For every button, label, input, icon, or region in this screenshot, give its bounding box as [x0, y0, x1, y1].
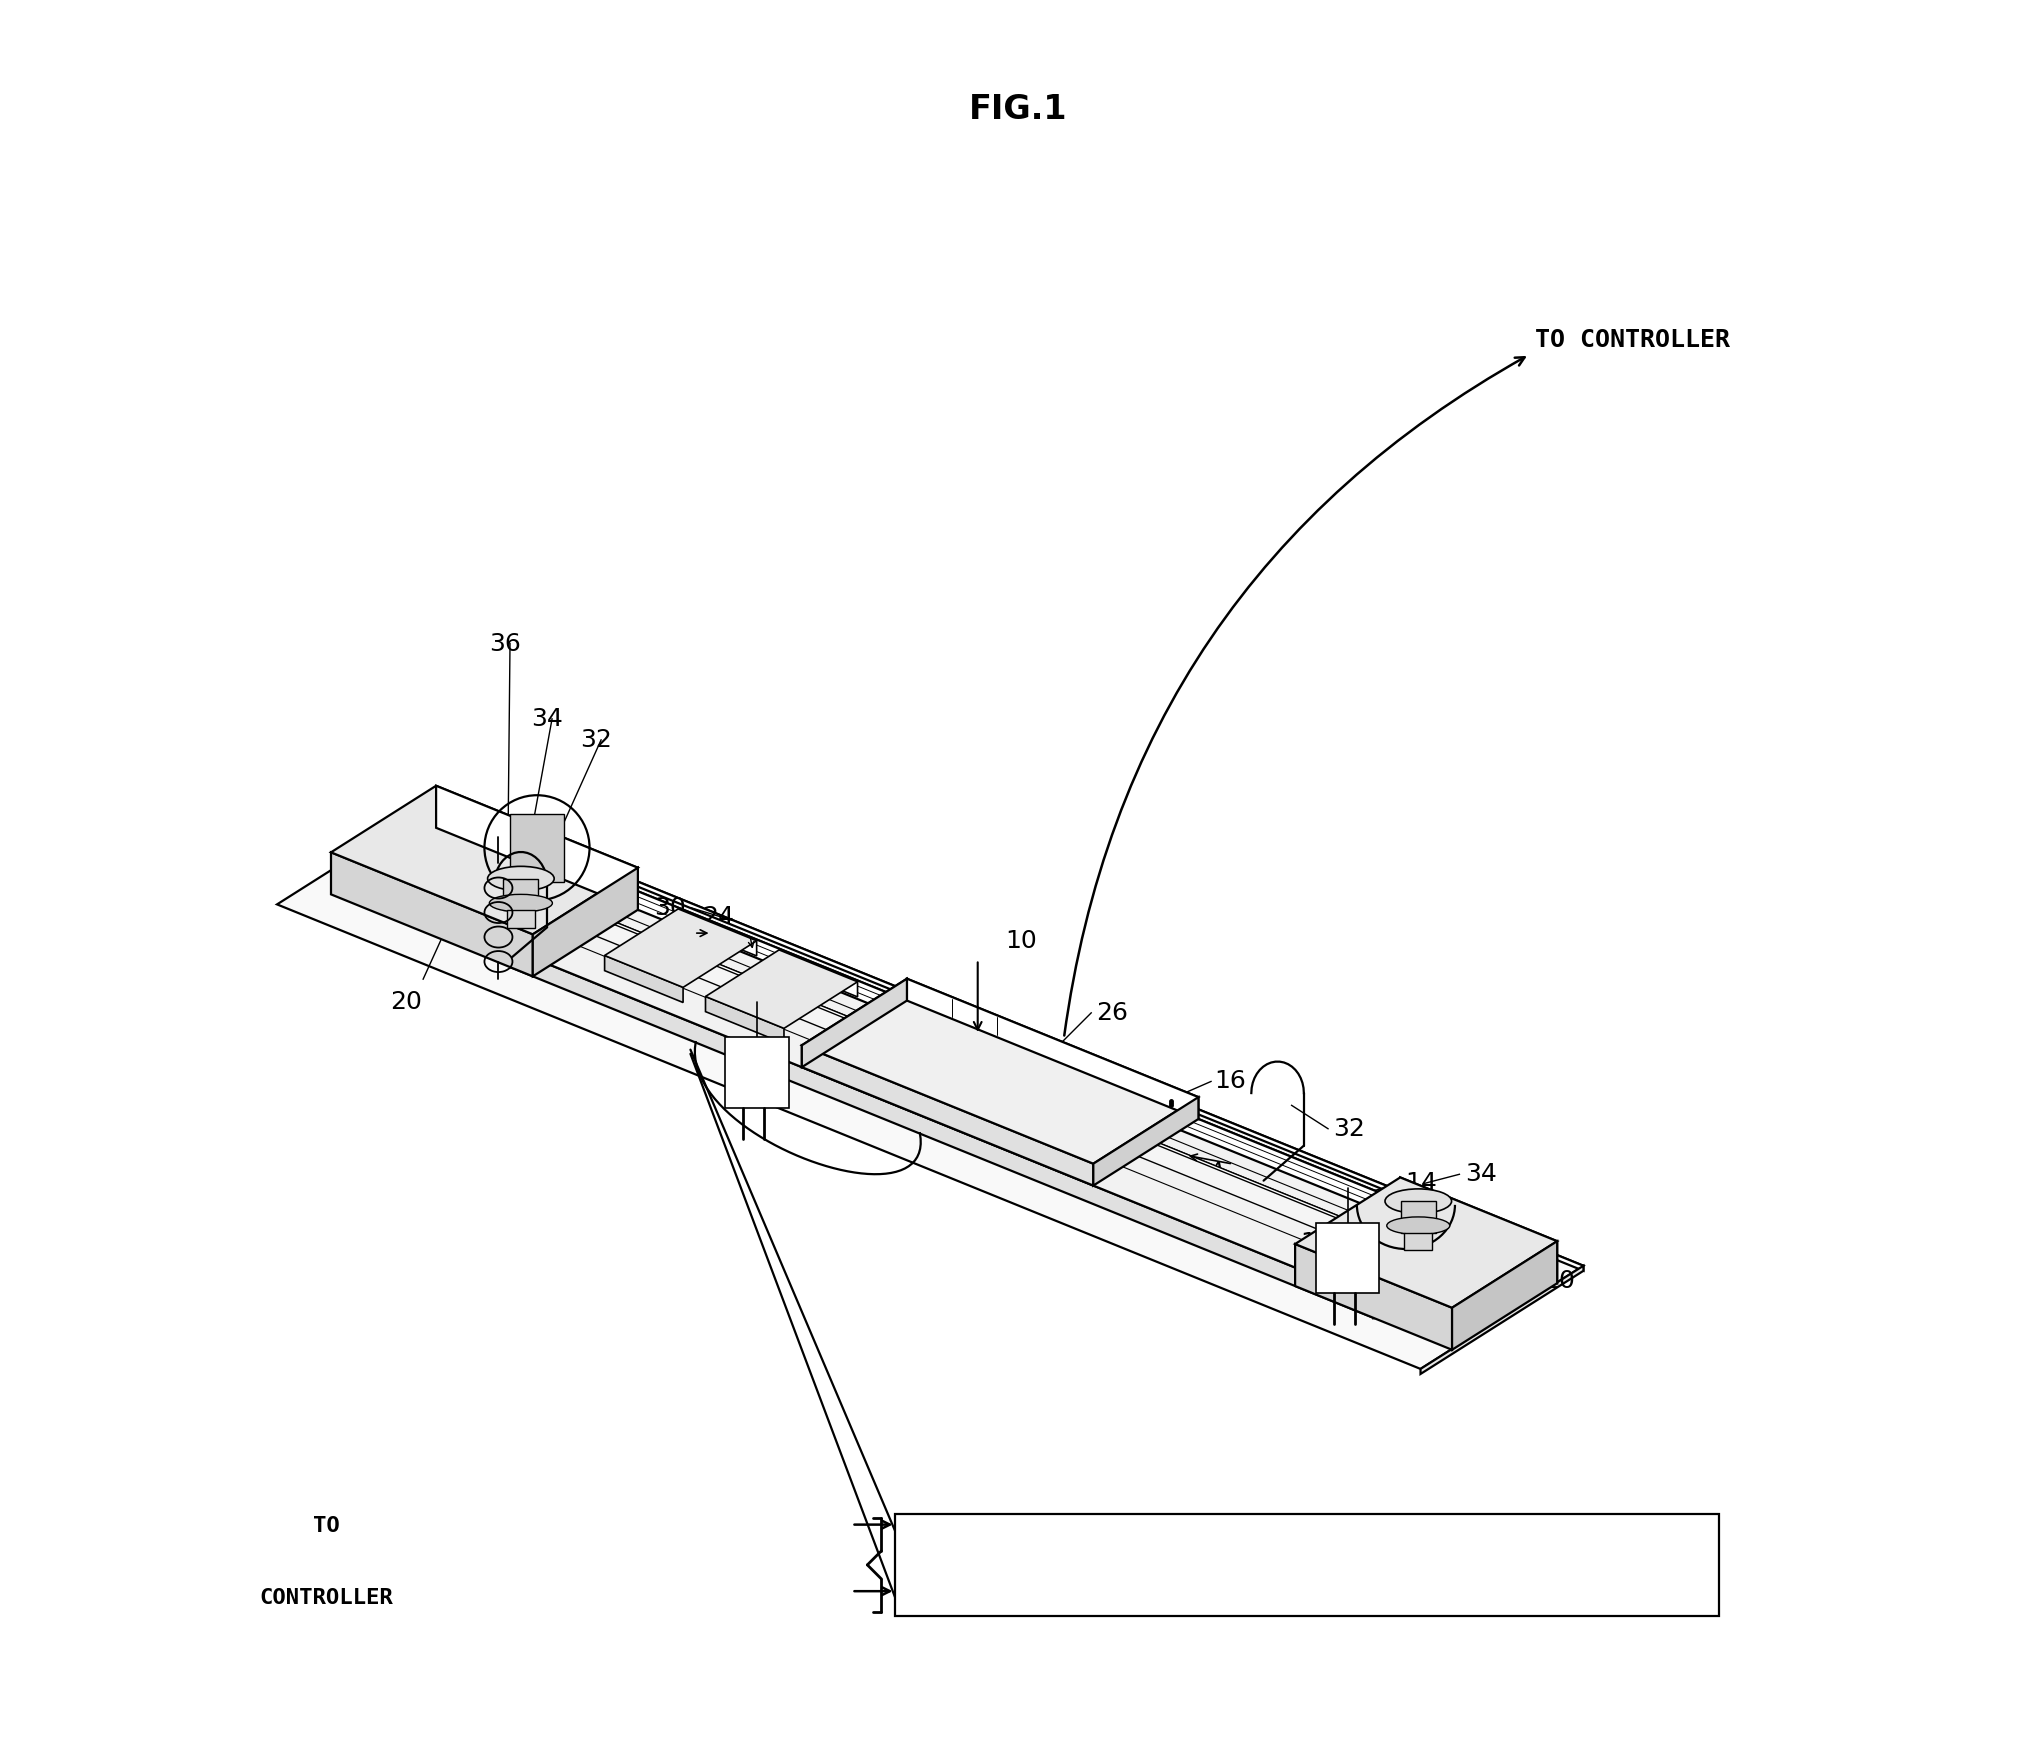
- Polygon shape: [332, 785, 637, 935]
- Polygon shape: [1401, 1177, 1558, 1283]
- Polygon shape: [1401, 1200, 1435, 1232]
- Text: 20: 20: [1543, 1269, 1576, 1294]
- Text: 30: 30: [656, 896, 686, 920]
- Polygon shape: [678, 908, 757, 956]
- Text: 20: 20: [389, 989, 421, 1014]
- Text: 32: 32: [580, 729, 613, 752]
- Polygon shape: [1452, 1241, 1558, 1350]
- Ellipse shape: [487, 866, 554, 891]
- Polygon shape: [511, 882, 1478, 1299]
- Polygon shape: [1374, 1232, 1478, 1318]
- Polygon shape: [802, 1045, 1093, 1186]
- Polygon shape: [511, 949, 1374, 1318]
- Text: 14: 14: [1405, 1170, 1437, 1195]
- Ellipse shape: [1387, 1216, 1450, 1234]
- Polygon shape: [605, 956, 684, 1003]
- Text: 16: 16: [1215, 1070, 1246, 1093]
- Text: 28: 28: [1409, 1232, 1441, 1257]
- Text: FIG.1: FIG.1: [969, 93, 1067, 125]
- Polygon shape: [584, 910, 1425, 1255]
- Text: TO CONTROLLER: TO CONTROLLER: [1535, 329, 1731, 352]
- Polygon shape: [509, 813, 564, 882]
- Ellipse shape: [1384, 1190, 1452, 1213]
- Text: 26: 26: [1097, 1001, 1128, 1024]
- Polygon shape: [332, 852, 533, 977]
- Polygon shape: [564, 910, 1425, 1264]
- Polygon shape: [1295, 1177, 1558, 1308]
- Polygon shape: [436, 785, 637, 910]
- Polygon shape: [1421, 1265, 1584, 1375]
- Polygon shape: [802, 979, 1199, 1163]
- Text: 22: 22: [898, 1074, 930, 1098]
- Polygon shape: [533, 868, 637, 977]
- Text: CONTROLLER: CONTROLLER: [259, 1588, 393, 1609]
- Text: 36: 36: [489, 632, 521, 655]
- Polygon shape: [277, 801, 1584, 1369]
- Polygon shape: [706, 950, 857, 1028]
- Text: A: A: [641, 924, 660, 949]
- Text: 12: 12: [1301, 1232, 1332, 1255]
- Polygon shape: [605, 908, 757, 987]
- Polygon shape: [440, 801, 1584, 1271]
- Polygon shape: [615, 882, 1478, 1251]
- Polygon shape: [1315, 1223, 1378, 1294]
- Polygon shape: [780, 950, 857, 996]
- Polygon shape: [725, 1037, 788, 1107]
- Text: 24: 24: [702, 905, 735, 929]
- Polygon shape: [507, 910, 535, 928]
- Polygon shape: [896, 1514, 1718, 1616]
- Text: TO: TO: [314, 1517, 340, 1536]
- Text: 34: 34: [531, 708, 562, 730]
- Polygon shape: [511, 882, 615, 968]
- Ellipse shape: [489, 894, 552, 912]
- Text: A: A: [1207, 1162, 1224, 1184]
- Polygon shape: [802, 979, 906, 1067]
- Polygon shape: [1295, 1244, 1452, 1350]
- Polygon shape: [1405, 1232, 1431, 1250]
- Polygon shape: [503, 878, 538, 910]
- Polygon shape: [706, 996, 784, 1044]
- Polygon shape: [906, 979, 1199, 1119]
- Text: 34: 34: [1464, 1162, 1496, 1186]
- Text: 32: 32: [1334, 1118, 1366, 1140]
- Text: 28: 28: [761, 1000, 794, 1024]
- Text: 10: 10: [1006, 929, 1038, 952]
- Polygon shape: [1093, 1096, 1199, 1186]
